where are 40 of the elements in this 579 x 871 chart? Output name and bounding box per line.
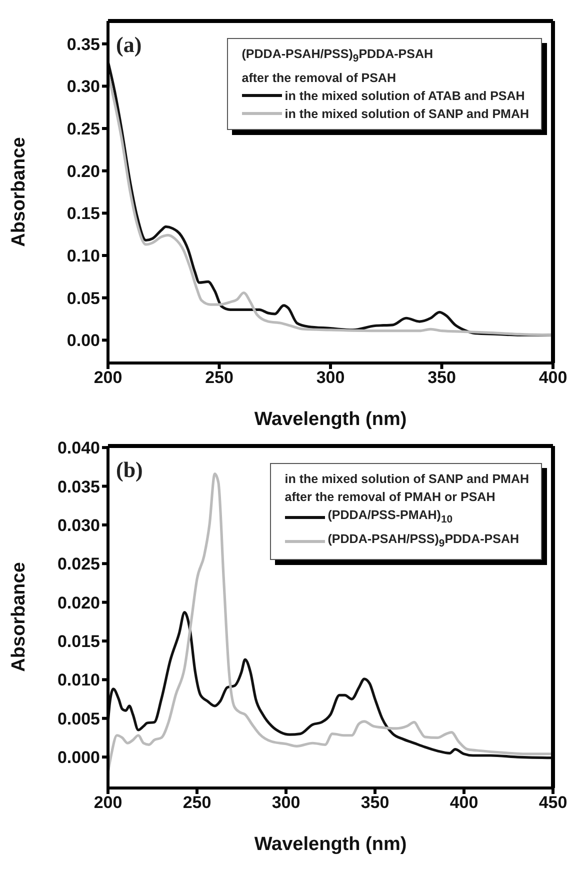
y-tick-label: 0.05	[66, 288, 100, 308]
y-axis-title: Absorbance	[8, 562, 30, 672]
x-tick-label: 200	[94, 368, 122, 388]
y-tick-label: 0.20	[66, 162, 100, 181]
annotation: (a)	[116, 32, 142, 58]
y-tick-label: 0.025	[57, 554, 100, 574]
legend-label: (PDDA-PSAH/PSS)$_{9}$PDDA-PSAH	[328, 530, 519, 551]
y-tick-label: 0.35	[66, 34, 100, 54]
y-tick-label: 0.25	[66, 120, 100, 139]
y-tick-label: 0.035	[57, 477, 100, 496]
legend-label: in the mixed solution of SANP and PMAH	[284, 106, 529, 122]
y-tick-label: 0.030	[57, 516, 100, 535]
y-tick-label: 0.040	[57, 438, 100, 458]
x-axis-title: Wavelength (nm)	[254, 409, 407, 430]
y-tick-label: 0.00	[66, 331, 100, 350]
x-tick-label: 300	[272, 793, 300, 812]
x-tick-label: 250	[205, 368, 234, 388]
x-tick-label: 350	[360, 793, 390, 812]
x-axis-title: Wavelength (nm)	[254, 834, 407, 855]
legend-label: (PDDA/PSS-PMAH)$_{10}$	[328, 507, 453, 528]
y-tick-label: 0.15	[66, 204, 100, 224]
y-tick-label: 0.015	[57, 632, 100, 652]
x-tick-label: 400	[450, 793, 478, 812]
x-tick-label: 200	[94, 793, 122, 812]
y-tick-label: 0.020	[57, 593, 100, 612]
y-tick-label: 0.000	[57, 748, 100, 768]
x-tick-label: 350	[428, 368, 456, 388]
line-series	[108, 611, 553, 760]
x-tick-label: 300	[316, 368, 345, 388]
legend-title: in the mixed solution of SANP and PMAH after the removal of PMAH or PSAH	[284, 471, 529, 506]
y-tick-label: 0.30	[66, 77, 100, 96]
x-tick-label: 400	[538, 368, 568, 388]
y-tick-label: 0.010	[57, 670, 100, 690]
x-tick-label: 450	[538, 793, 568, 812]
y-tick-label: 0.005	[57, 709, 100, 728]
y-tick-label: 0.10	[66, 246, 100, 266]
y-axis-title: Absorbance	[8, 137, 30, 247]
x-tick-label: 250	[182, 793, 212, 812]
annotation: (b)	[116, 457, 143, 483]
legend-label: in the mixed solution of ATAB and PSAH	[284, 88, 525, 104]
